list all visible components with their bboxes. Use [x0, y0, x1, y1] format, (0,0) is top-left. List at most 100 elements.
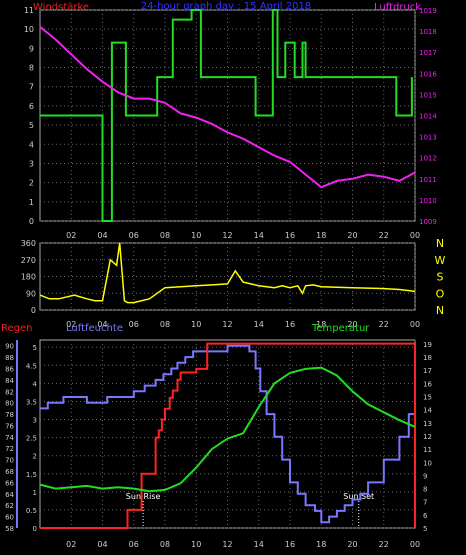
- pressure-y-tick-label: 1015: [419, 91, 437, 99]
- temp-y-tick-label: 13: [423, 420, 432, 428]
- x-tick-label: 06: [129, 231, 139, 240]
- sun-rise-label: Sun Rise: [126, 492, 161, 501]
- x-tick-label: 04: [97, 231, 107, 240]
- temp-y-tick-label: 15: [423, 394, 432, 402]
- pressure-line: [39, 26, 416, 189]
- temp-y-tick-label: 8: [423, 486, 427, 494]
- humidity-y-tick-label: 68: [5, 468, 14, 476]
- temp-y-tick-label: 18: [423, 354, 432, 362]
- x-tick-label: 16: [285, 540, 295, 549]
- x-tick-label: 22: [379, 320, 389, 329]
- dir-y-tick-label: 270: [21, 256, 36, 265]
- humidity-y-tick-label: 90: [5, 343, 14, 351]
- dir-y-tick-label: 180: [21, 273, 36, 282]
- rain-y-tick-label: 2: [33, 453, 37, 461]
- x-tick-label: 14: [254, 320, 264, 329]
- rain-y-tick-label: 3.5: [26, 398, 37, 406]
- temp-y-tick-label: 6: [423, 512, 428, 520]
- x-tick-label: 14: [254, 540, 264, 549]
- x-tick-label: 04: [97, 320, 107, 329]
- x-tick-label: 06: [129, 540, 139, 549]
- rain-line: [40, 342, 416, 529]
- dir-y-tick-label: 0: [31, 306, 36, 315]
- wind-y-tick-label: 2: [29, 179, 34, 188]
- x-tick-label: 02: [66, 320, 76, 329]
- x-tick-label: 14: [254, 231, 264, 240]
- x-tick-label: 16: [285, 320, 295, 329]
- x-tick-label: 08: [160, 320, 170, 329]
- wind-axis-label: Windstärke: [33, 2, 89, 13]
- pressure-y-tick-label: 1012: [419, 155, 437, 163]
- humidity-y-tick-label: 64: [5, 491, 14, 499]
- temp-y-tick-label: 19: [423, 341, 432, 349]
- x-tick-label: 10: [191, 231, 201, 240]
- rain-y-tick-label: 4: [33, 380, 38, 388]
- x-tick-label: 22: [379, 540, 389, 549]
- temp-y-tick-label: 17: [423, 367, 432, 375]
- wind-y-tick-label: 5: [29, 121, 34, 130]
- rain-y-tick-label: 2.5: [26, 435, 37, 443]
- wind-y-tick-label: 10: [24, 25, 34, 34]
- humidity-axis-label: Luftfeuchte: [66, 323, 123, 334]
- temperature-line: [39, 366, 416, 493]
- wind-y-tick-label: 6: [29, 102, 34, 111]
- x-tick-label: 08: [160, 231, 170, 240]
- wind-y-tick-label: 8: [29, 64, 34, 73]
- wind-y-tick-label: 3: [29, 159, 34, 168]
- humidity-y-tick-label: 82: [5, 388, 14, 396]
- pressure-y-tick-label: 1011: [419, 176, 437, 184]
- wind-speed-line: [40, 9, 413, 222]
- rain-y-tick-label: 1: [33, 489, 37, 497]
- wind-y-tick-label: 11: [24, 6, 34, 15]
- chart-title: 24-hour graph day : 15 April 2018: [141, 1, 311, 12]
- x-tick-label: 18: [316, 231, 326, 240]
- pressure-y-tick-label: 1013: [419, 134, 437, 142]
- humidity-y-tick-label: 72: [5, 445, 14, 453]
- humidity-y-tick-label: 80: [5, 400, 14, 408]
- x-tick-label: 10: [191, 540, 201, 549]
- rain-y-tick-label: 3: [33, 417, 37, 425]
- x-tick-label: 20: [347, 540, 357, 549]
- x-tick-label: 18: [316, 320, 326, 329]
- x-tick-label: 06: [129, 320, 139, 329]
- temp-y-tick-label: 5: [423, 525, 427, 533]
- wind-y-tick-label: 1: [29, 198, 34, 207]
- x-tick-label: 08: [160, 540, 170, 549]
- temp-y-tick-label: 14: [423, 407, 432, 415]
- x-tick-label: 02: [66, 540, 76, 549]
- wind-direction-line: [39, 242, 416, 304]
- pressure-y-tick-label: 1018: [419, 28, 437, 36]
- x-tick-label: 00: [410, 320, 420, 329]
- rain-y-tick-label: 5: [33, 344, 37, 352]
- humidity-y-tick-label: 88: [5, 354, 14, 362]
- compass-label: S: [437, 271, 444, 284]
- humidity-y-tick-label: 70: [5, 457, 14, 465]
- pressure-y-tick-label: 1009: [419, 218, 437, 226]
- compass-label: N: [436, 304, 444, 317]
- humidity-line: [40, 344, 416, 524]
- dir-y-tick-label: 90: [26, 289, 36, 298]
- rain-axis-label: Regen: [1, 323, 33, 334]
- rain-y-tick-label: 0.5: [26, 507, 37, 515]
- humidity-y-tick-label: 76: [5, 422, 14, 430]
- x-tick-label: 04: [97, 540, 107, 549]
- humidity-y-tick-label: 58: [5, 525, 14, 533]
- pressure-y-tick-label: 1010: [419, 197, 437, 205]
- x-tick-label: 10: [191, 320, 201, 329]
- x-tick-label: 12: [222, 320, 232, 329]
- wind-y-tick-label: 4: [29, 140, 34, 149]
- temp-y-tick-label: 16: [423, 380, 432, 388]
- x-tick-label: 00: [410, 540, 420, 549]
- temp-y-tick-label: 12: [423, 433, 432, 441]
- x-tick-label: 22: [379, 231, 389, 240]
- pressure-y-tick-label: 1017: [419, 49, 437, 57]
- rain-y-tick-label: 0: [33, 525, 37, 533]
- humidity-y-tick-label: 86: [5, 365, 14, 373]
- humidity-y-tick-label: 74: [5, 434, 14, 442]
- x-tick-label: 20: [347, 320, 357, 329]
- temp-y-tick-label: 11: [423, 446, 432, 454]
- humidity-y-tick-label: 78: [5, 411, 14, 419]
- sun-set-label: Sun Set: [343, 492, 374, 501]
